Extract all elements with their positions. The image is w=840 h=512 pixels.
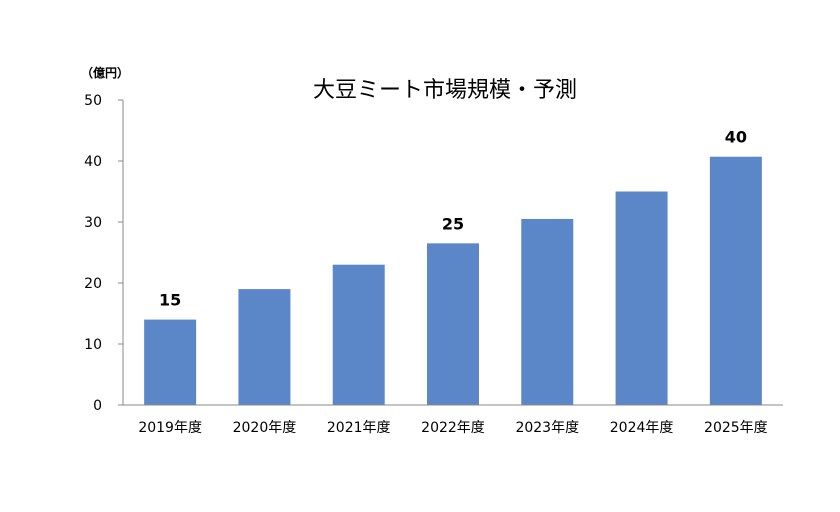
bars (144, 156, 762, 405)
bar-2021年度 (332, 264, 385, 405)
y-axis: 0 10 20 30 40 50 (84, 93, 124, 414)
bar-2022年度 (427, 243, 479, 405)
chart-title: 大豆ミート市場規模・予測 (313, 78, 577, 103)
y-tick-label: 50 (84, 93, 102, 109)
y-tick-label: 0 (93, 398, 102, 414)
bar-2019年度 (144, 319, 197, 405)
y-tick-label: 30 (84, 215, 102, 231)
bar-2024年度 (615, 191, 668, 405)
x-tick-label: 2019年度 (138, 420, 202, 436)
x-tick-label: 2024年度 (610, 420, 674, 436)
x-tick-label: 2025年度 (704, 420, 768, 436)
bar-2020年度 (238, 289, 291, 405)
x-tick-label: 2021年度 (327, 420, 391, 436)
y-tick-label: 20 (84, 276, 102, 292)
bar-2025年度 (709, 156, 762, 405)
y-tick-label: 10 (84, 337, 102, 353)
x-axis: 2019年度 2020年度 2021年度 2022年度 2023年度 2024年度 2025… (123, 404, 783, 436)
bar-2023年度 (521, 218, 574, 405)
x-tick-label: 2023年度 (515, 420, 579, 436)
data-labels: 15 25 40 (159, 128, 747, 310)
data-label: 25 (442, 214, 464, 233)
x-tick-label: 2022年度 (421, 420, 485, 436)
data-label: 15 (159, 291, 181, 310)
x-tick-label: 2020年度 (233, 420, 297, 436)
y-axis-unit: （億円） (81, 65, 129, 80)
y-tick-label: 40 (84, 154, 102, 170)
data-label: 40 (725, 128, 747, 147)
